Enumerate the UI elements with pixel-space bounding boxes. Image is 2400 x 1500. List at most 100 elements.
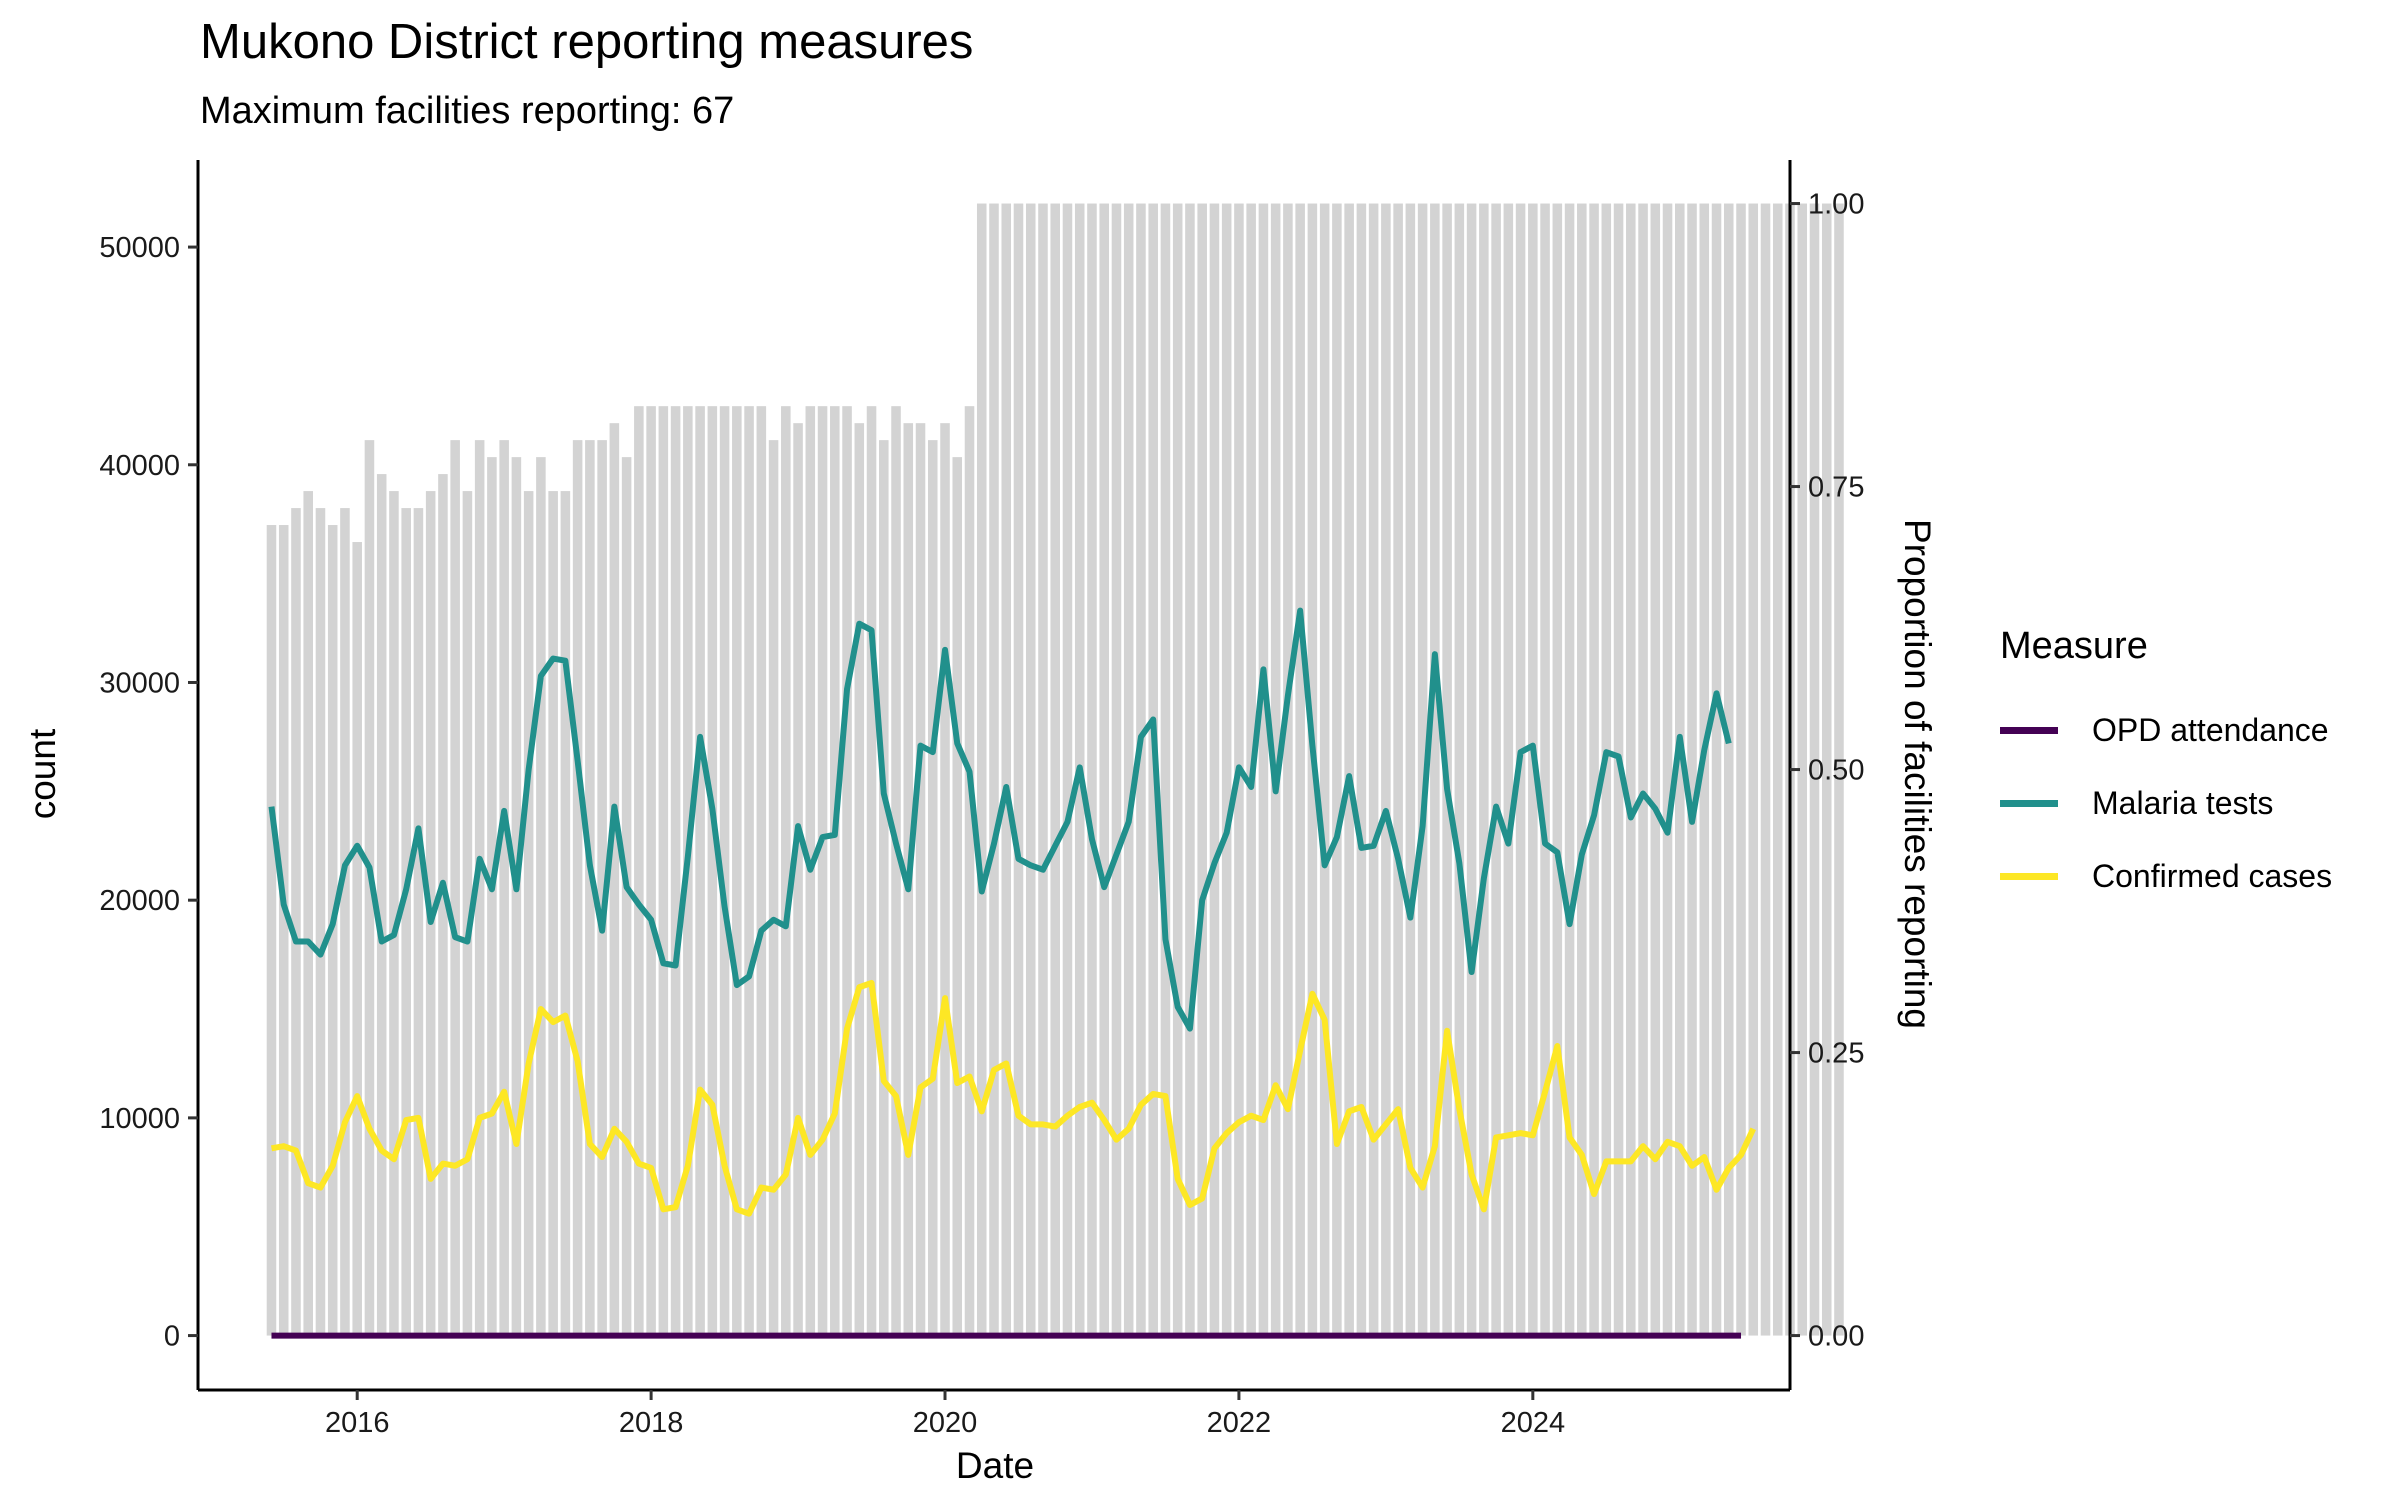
reporting-bar (1013, 203, 1024, 1336)
reporting-bar (303, 491, 313, 1336)
y2-tick-label: 1.00 (1808, 189, 1864, 221)
reporting-bar (536, 457, 546, 1336)
reporting-bar (1589, 203, 1599, 1336)
reporting-bar (1381, 203, 1391, 1336)
reporting-bar (1675, 203, 1685, 1336)
y-tick-label: 30000 (99, 667, 180, 699)
reporting-bar (1834, 203, 1844, 1336)
reporting-bar (768, 440, 779, 1336)
reporting-bar (413, 508, 424, 1336)
reporting-bar (1209, 203, 1220, 1336)
reporting-bar (621, 457, 632, 1336)
reporting-bar (842, 406, 852, 1336)
reporting-bar (364, 440, 375, 1336)
reporting-bar (1736, 203, 1746, 1336)
reporting-bar (1356, 203, 1367, 1336)
legend-key-confirmed-cases (2000, 873, 2058, 880)
reporting-bar (1491, 203, 1501, 1336)
reporting-bar (474, 440, 485, 1336)
reporting-bar (1050, 203, 1060, 1336)
reporting-bar (793, 423, 803, 1336)
reporting-bar (989, 203, 999, 1336)
x-tick-label: 2024 (1501, 1407, 1566, 1439)
reporting-bar (1062, 203, 1073, 1336)
reporting-bar (560, 491, 571, 1336)
y2-axis-title: Proportion of facilities reporting (1897, 519, 1938, 1029)
reporting-bar (817, 406, 828, 1336)
reporting-bar (744, 406, 754, 1336)
reporting-bar (1711, 203, 1722, 1336)
y-axis-title: count (22, 728, 63, 819)
reporting-bar (1503, 203, 1514, 1336)
reporting-bar (266, 525, 277, 1336)
reporting-bar (1723, 203, 1734, 1336)
reporting-bar (707, 406, 718, 1336)
reporting-bar (376, 474, 387, 1336)
reporting-bar (1577, 203, 1587, 1336)
legend-label-confirmed-cases: Confirmed cases (2092, 858, 2333, 894)
reporting-bar (952, 457, 963, 1336)
reporting-bar (401, 508, 411, 1336)
reporting-bar (1417, 203, 1428, 1336)
reporting-bar (1393, 203, 1403, 1336)
reporting-bar (438, 474, 448, 1336)
reporting-bar (670, 406, 681, 1336)
reporting-bar (1221, 203, 1232, 1336)
reporting-bar (1185, 203, 1195, 1336)
legend-title: Measure (2000, 625, 2148, 667)
legend-label-opd-attendance: OPD attendance (2092, 712, 2329, 748)
reporting-bar (315, 508, 326, 1336)
reporting-bar (1038, 203, 1048, 1336)
reporting-bar (1662, 203, 1673, 1336)
reporting-bar (1821, 203, 1832, 1336)
reporting-bar (695, 406, 705, 1336)
reporting-bar (1295, 203, 1305, 1336)
reporting-bar (1025, 203, 1036, 1336)
reporting-bar (1087, 203, 1097, 1336)
reporting-bar (1001, 203, 1012, 1336)
reporting-bar (1172, 203, 1183, 1336)
legend-item-malaria-tests: Malaria tests (2000, 767, 2332, 840)
reporting-bar (499, 440, 509, 1336)
reporting-bar (891, 406, 901, 1336)
reporting-bar (1797, 203, 1808, 1336)
reporting-bar (1258, 203, 1269, 1336)
reporting-bar (1601, 203, 1612, 1336)
reporting-bar (572, 440, 583, 1336)
y-tick-label: 40000 (99, 450, 180, 482)
reporting-bar (462, 491, 473, 1336)
reporting-bar (1405, 203, 1416, 1336)
reporting-bar (854, 423, 865, 1336)
reporting-bar (1197, 203, 1207, 1336)
reporting-bar (732, 406, 742, 1336)
reporting-bar (389, 491, 399, 1336)
series-lines (268, 607, 1756, 1339)
reporting-bar (1760, 203, 1771, 1336)
reporting-bars (266, 203, 1844, 1336)
x-tick-label: 2016 (325, 1407, 390, 1439)
legend-label-malaria-tests: Malaria tests (2092, 785, 2274, 821)
reporting-bar (1283, 203, 1293, 1336)
reporting-bar (1099, 203, 1109, 1336)
legend-key-malaria-tests (2000, 800, 2058, 807)
x-tick-label: 2018 (619, 1407, 684, 1439)
reporting-bar (1136, 203, 1146, 1336)
y-tick-label: 10000 (99, 1103, 180, 1135)
reporting-bar (1772, 203, 1783, 1336)
chart-title: Mukono District reporting measures (200, 15, 974, 69)
reporting-bar (278, 525, 289, 1336)
y-tick-label: 20000 (99, 885, 180, 917)
reporting-bar (340, 508, 350, 1336)
reporting-bar (1454, 203, 1465, 1336)
reporting-bar (1564, 203, 1575, 1336)
reporting-bar (511, 457, 522, 1336)
y2-tick-label: 0.25 (1808, 1038, 1864, 1070)
reporting-bar (1430, 203, 1440, 1336)
reporting-bar (1368, 203, 1379, 1336)
x-tick-label: 2022 (1207, 1407, 1272, 1439)
x-axis-title: Date (956, 1445, 1034, 1486)
chart-subtitle: Maximum facilities reporting: 67 (200, 90, 735, 132)
reporting-bar (866, 406, 877, 1336)
reporting-bar (1552, 203, 1563, 1336)
